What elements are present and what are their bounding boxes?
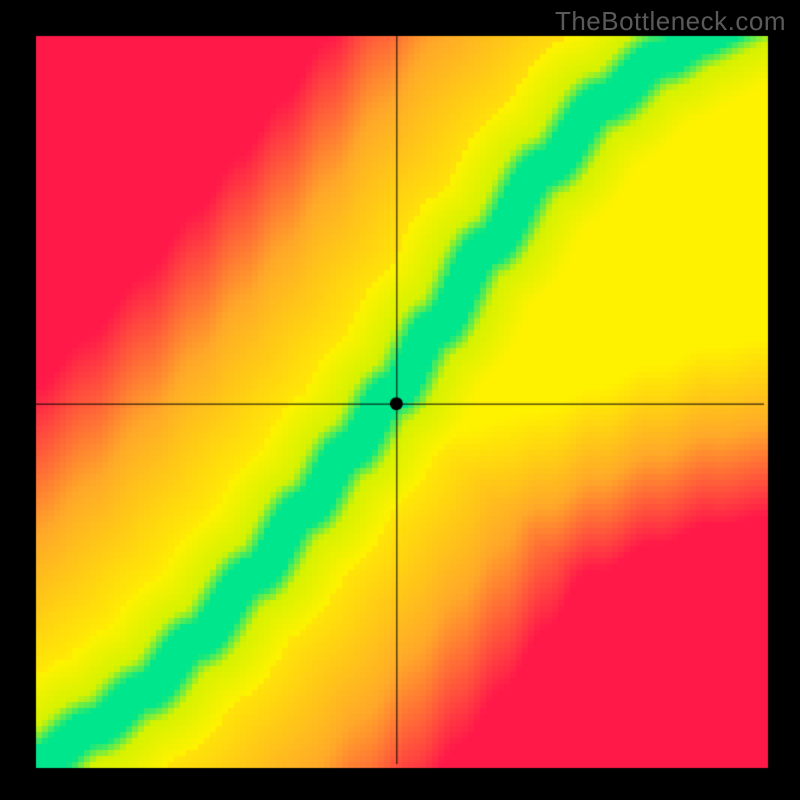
chart-container: TheBottleneck.com <box>0 0 800 800</box>
bottleneck-heatmap-canvas <box>0 0 800 800</box>
watermark-text: TheBottleneck.com <box>555 6 786 37</box>
